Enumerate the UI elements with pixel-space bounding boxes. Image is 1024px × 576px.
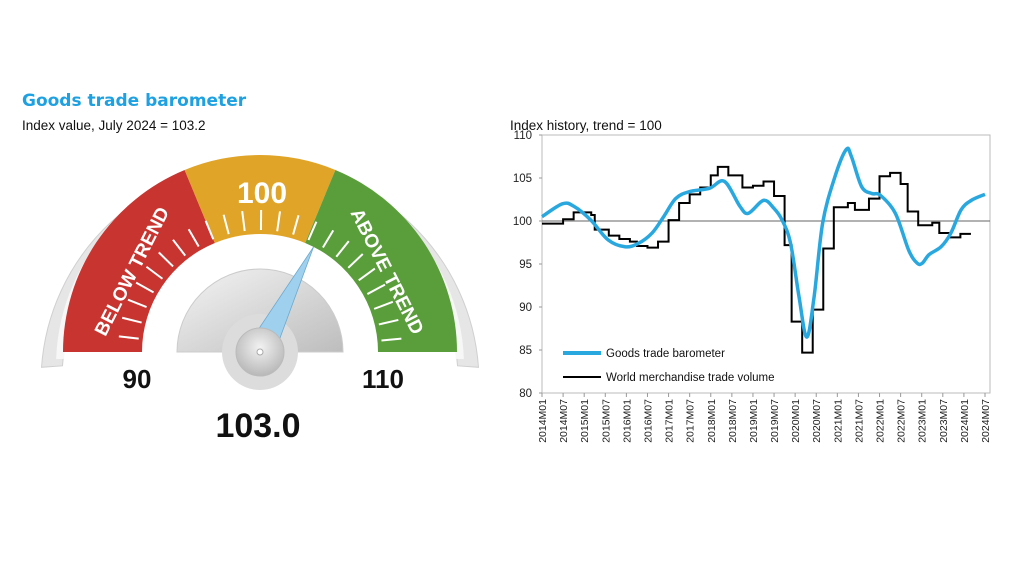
x-tick-label: 2024M01 [959,399,971,443]
legend-label-barometer: Goods trade barometer [606,348,725,360]
gauge-max-label: 110 [362,364,404,394]
series-line-barometer [541,146,986,339]
x-axis: 2014M01 2014M07 2015M01 2015M07 2016M01 2016M… [537,393,992,443]
gauge-panel: Goods trade barometer Index value, July … [22,91,480,445]
x-tick-label: 2021M07 [853,399,865,443]
y-tick-label: 110 [514,130,532,142]
gauge-tick [335,240,350,258]
x-tick-label: 2023M07 [938,399,950,443]
gauge-tick [307,221,318,241]
gauge-title: Goods trade barometer [22,91,247,111]
gauge-tick [222,214,230,235]
y-tick-label: 80 [519,388,532,400]
gauge-above-trend-band [305,169,457,352]
x-tick-label: 2020M01 [790,399,802,443]
legend-label-trade-volume: World merchandise trade volume [606,372,775,384]
gauge-tick [187,228,200,248]
x-tick-label: 2016M07 [642,399,654,443]
x-tick-label: 2015M01 [579,399,591,443]
x-tick-label: 2016M01 [621,399,633,443]
gauge-tick [381,337,402,342]
gauge-subtitle: Index value, July 2024 = 103.2 [22,118,206,133]
history-chart: Index history, trend = 100 80 85 90 95 100 10… [510,118,992,443]
legend: Goods trade barometer World merchandise … [563,348,775,384]
y-tick-label: 90 [519,302,532,314]
gauge-tick [121,316,142,324]
x-tick-label: 2017M01 [664,399,676,443]
x-tick-label: 2022M07 [896,399,908,443]
gauge-tick [347,253,364,269]
gauge-tick [127,298,147,309]
gauge-tick [204,220,215,240]
x-tick-label: 2019M01 [748,399,760,443]
x-tick-label: 2024M07 [980,399,992,443]
gauge-tick [373,300,394,310]
gauge-tick [358,267,376,282]
gauge-tick [135,281,155,294]
chart-title: Index history, trend = 100 [510,118,662,133]
x-tick-label: 2014M01 [537,399,549,443]
x-tick-label: 2021M01 [832,399,844,443]
x-tick-label: 2022M01 [875,399,887,443]
gauge-tick [276,211,281,232]
x-tick-label: 2020M07 [811,399,823,443]
gauge-below-trend-band [63,169,215,352]
x-tick-label: 2019M07 [769,399,781,443]
gauge-tick [292,215,300,235]
gauge-tick [145,265,164,280]
gauge-min-label: 90 [123,364,152,394]
y-tick-label: 95 [519,259,532,271]
series-group [541,146,986,354]
y-axis: 80 85 90 95 100 105 110 [513,130,990,400]
x-tick-label: 2023M01 [917,399,929,443]
gauge-center-label: 100 [237,177,287,210]
gauge-tick [172,239,187,257]
x-tick-label: 2014M07 [558,399,570,443]
gauge [40,154,480,390]
y-tick-label: 85 [519,345,532,357]
x-tick-label: 2018M07 [727,399,739,443]
x-tick-label: 2015M07 [600,399,612,443]
gauge-tick [118,335,139,340]
gauge-value-label: 103.0 [215,407,300,445]
y-tick-label: 105 [513,173,532,185]
gauge-dial [176,268,344,353]
gauge-tick [366,283,386,295]
gauge-tick [378,318,399,326]
gauge-tick [322,229,335,248]
y-tick-label: 100 [513,216,532,228]
gauge-tick [158,251,174,268]
series-line-trade-volume [542,165,971,354]
x-tick-label: 2017M07 [685,399,697,443]
gauge-tick [241,210,246,232]
gauge-hub-pin [256,348,264,356]
x-tick-label: 2018M01 [706,399,718,443]
